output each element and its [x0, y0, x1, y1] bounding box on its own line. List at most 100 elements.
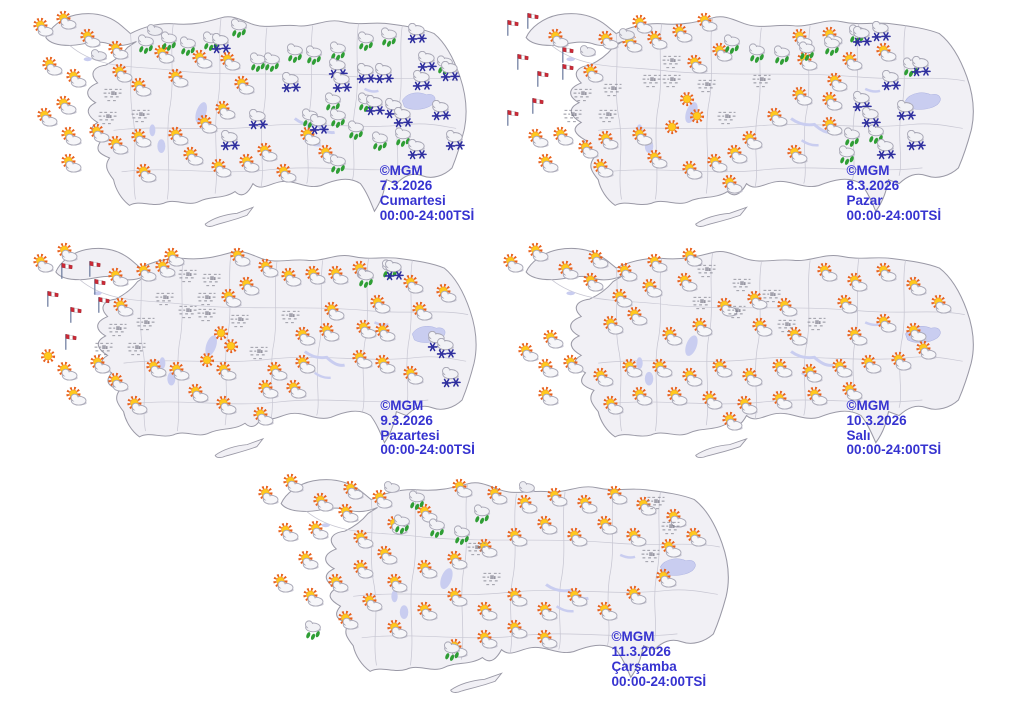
copyright-text: ©MGM: [379, 163, 423, 179]
cyprus-island: [695, 437, 748, 459]
green-rain-shower-icon: [835, 145, 859, 166]
sun-behind-cloud-icon: [505, 620, 529, 641]
snow-cloud-icon: [893, 100, 919, 122]
sun-behind-cloud-icon: [596, 31, 620, 52]
sun-behind-cloud-icon: [715, 297, 739, 318]
haze-pus-icon: [131, 107, 152, 124]
sun-behind-cloud-icon: [55, 361, 79, 382]
sun-behind-cloud-icon: [765, 107, 789, 129]
snow-cloud-icon: [849, 25, 875, 48]
sun-behind-cloud-icon: [620, 33, 644, 54]
snow-cloud-icon: [428, 100, 454, 122]
sun-behind-cloud-icon: [293, 354, 317, 375]
date-text: 9.3.2026: [380, 412, 433, 428]
date-text: 10.3.2026: [846, 412, 907, 428]
sun-behind-cloud-icon: [874, 42, 898, 64]
sun-behind-cloud-icon: [166, 68, 190, 89]
hours-text: 00:00-24:00TSİ: [846, 442, 942, 458]
sun-behind-cloud-icon: [664, 508, 688, 530]
haze-pus-icon: [178, 304, 199, 321]
sun-behind-cloud-icon: [111, 297, 135, 318]
green-rain-shower-icon: [321, 91, 345, 112]
sun-behind-cloud-icon: [351, 559, 375, 581]
sun-behind-cloud-icon: [526, 128, 550, 149]
day-text: Salı: [846, 427, 871, 443]
sun-behind-cloud-icon: [167, 361, 191, 382]
haze-pus-icon: [717, 110, 738, 127]
sun-behind-cloud-icon: [565, 527, 589, 548]
sun-behind-cloud-icon: [336, 610, 360, 632]
sun-behind-cloud-icon: [536, 358, 560, 380]
sun-behind-cloud-icon: [845, 272, 869, 293]
sun-behind-cloud-icon: [214, 361, 238, 382]
sun-behind-cloud-icon: [750, 317, 774, 339]
green-rain-shower-icon: [840, 126, 864, 147]
snow-cloud-icon: [873, 139, 899, 161]
sun-behind-cloud-icon: [620, 358, 644, 380]
sun-behind-cloud-icon: [710, 42, 734, 64]
sun-behind-cloud-icon: [800, 363, 824, 384]
sun-behind-cloud-icon: [700, 390, 724, 412]
sun-behind-cloud-icon: [326, 573, 350, 595]
turkey-outline: [525, 13, 974, 227]
sun-behind-cloud-icon: [186, 384, 210, 405]
cloud-icon: [87, 45, 111, 66]
sun-behind-cloud-icon: [106, 40, 130, 61]
sun-behind-cloud-icon: [360, 592, 384, 613]
sun-behind-cloud-icon: [595, 515, 619, 537]
sun-behind-cloud-icon: [820, 91, 844, 112]
sun-behind-cloud-icon: [35, 107, 59, 129]
haze-pus-icon: [692, 295, 713, 312]
sun-behind-cloud-icon: [914, 340, 938, 362]
haze-pus-icon: [661, 520, 682, 537]
sun-behind-cloud-icon: [485, 485, 509, 506]
haze-pus-icon: [602, 82, 623, 99]
sun-behind-cloud-icon: [725, 144, 749, 166]
sun-behind-cloud-icon: [624, 527, 648, 548]
sun-behind-cloud-icon: [31, 17, 55, 38]
sun-behind-cloud-icon: [536, 154, 560, 175]
forecast-map-panel: ©MGM 7.3.2026 Cumartesi 00:00-24:00TSİ: [10, 2, 478, 234]
sun-behind-cloud-icon: [110, 63, 134, 84]
sun-behind-cloud-icon: [660, 327, 684, 348]
sun-behind-cloud-icon: [301, 587, 325, 608]
haze-pus-icon: [197, 306, 218, 323]
sun-behind-cloud-icon: [546, 28, 570, 50]
sun-behind-cloud-icon: [695, 12, 719, 33]
sun-behind-cloud-icon: [134, 263, 158, 284]
sun-behind-cloud-icon: [675, 272, 699, 293]
snow-cloud-icon: [849, 90, 875, 113]
sun-behind-cloud-icon: [64, 386, 88, 407]
green-rain-shower-icon: [260, 52, 284, 73]
sun-behind-cloud-icon: [134, 163, 158, 184]
green-rain-shower-icon: [176, 36, 200, 57]
date-text: 7.3.2026: [379, 178, 433, 194]
windsock-icon: [558, 61, 577, 83]
green-rain-shower-icon: [326, 40, 350, 61]
windsock-icon: [533, 68, 552, 90]
weather-icon-layer: [488, 2, 986, 234]
sun-behind-cloud-icon: [368, 295, 392, 316]
green-rain-shower-icon: [795, 40, 819, 61]
sun-behind-cloud-icon: [640, 279, 664, 300]
sun-behind-cloud-icon: [59, 154, 83, 175]
cyprus-island: [214, 437, 265, 459]
sun-behind-cloud-icon: [296, 550, 320, 571]
date-text: 11.3.2026: [611, 644, 671, 660]
green-rain-shower-icon: [390, 513, 414, 534]
green-rain-shower-icon: [326, 108, 350, 129]
snow-cloud-icon: [903, 130, 929, 152]
sun-behind-cloud-icon: [106, 267, 130, 289]
weather-icon-layer: [20, 237, 488, 465]
sun-behind-cloud-icon: [55, 242, 79, 263]
sun-behind-cloud-icon: [40, 56, 64, 77]
sun-behind-cloud-icon: [232, 75, 256, 96]
haze-pus-icon: [776, 317, 797, 334]
haze-pus-icon: [155, 290, 176, 307]
haze-pus-icon: [806, 315, 827, 332]
sun-behind-cloud-icon: [645, 31, 669, 52]
sun-behind-cloud-icon: [271, 573, 295, 595]
forecast-map-panel: ©MGM 10.3.2026 Salı 00:00-24:00TSİ: [488, 237, 986, 465]
sun-behind-cloud-icon: [341, 480, 365, 502]
